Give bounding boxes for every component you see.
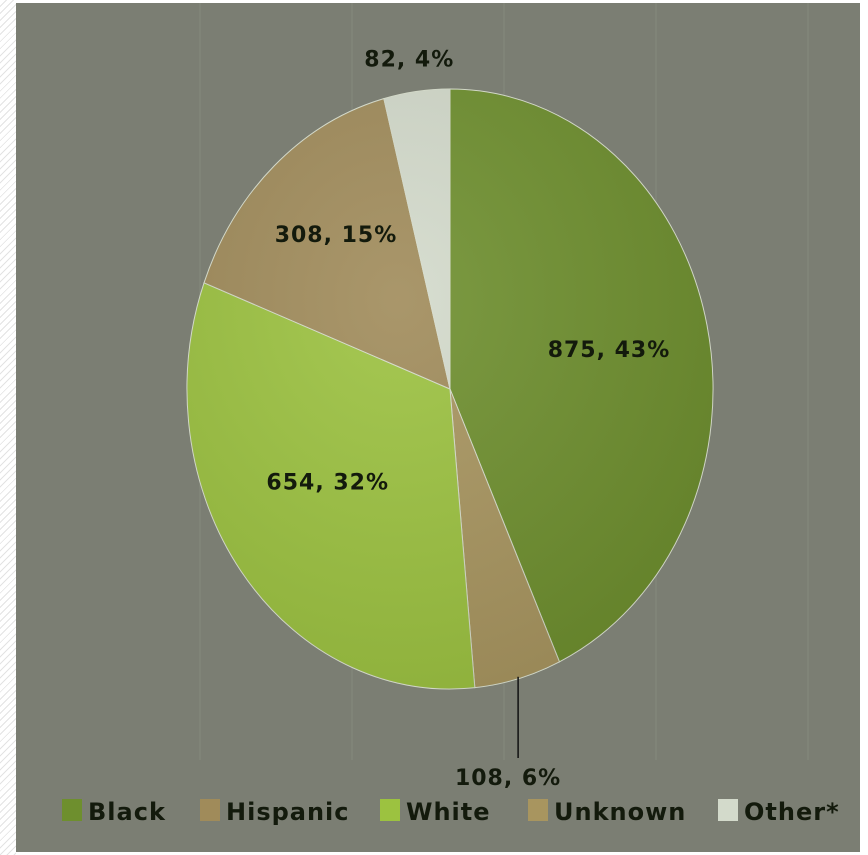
data-label-other: 82, 4% <box>364 48 454 73</box>
legend-item-other: Other* <box>718 798 840 826</box>
data-label-hispanic: 308, 15% <box>275 223 398 248</box>
hatched-margin <box>0 0 16 855</box>
data-label-unknown: 108, 6% <box>455 766 561 791</box>
legend-label-hispanic: Hispanic <box>226 798 350 826</box>
data-labels: 875, 43% 108, 6% 654, 32% 308, 15% 82, 4% <box>266 48 671 791</box>
legend-label-white: White <box>406 798 491 826</box>
legend-swatch-white <box>380 799 400 821</box>
legend-item-white: White <box>380 798 491 826</box>
legend-swatch-unknown <box>528 799 548 821</box>
legend-item-hispanic: Hispanic <box>200 798 350 826</box>
pie-slices <box>186 88 714 690</box>
legend-item-unknown: Unknown <box>528 798 686 826</box>
legend: Black Hispanic White Unknown Other* <box>62 798 840 826</box>
data-label-white: 654, 32% <box>266 471 389 496</box>
data-label-black: 875, 43% <box>548 338 671 363</box>
legend-label-unknown: Unknown <box>554 798 686 826</box>
legend-swatch-other <box>718 799 738 821</box>
legend-label-other: Other* <box>744 798 840 826</box>
legend-swatch-hispanic <box>200 799 220 821</box>
legend-label-black: Black <box>88 798 166 826</box>
legend-swatch-black <box>62 799 82 821</box>
legend-item-black: Black <box>62 798 166 826</box>
